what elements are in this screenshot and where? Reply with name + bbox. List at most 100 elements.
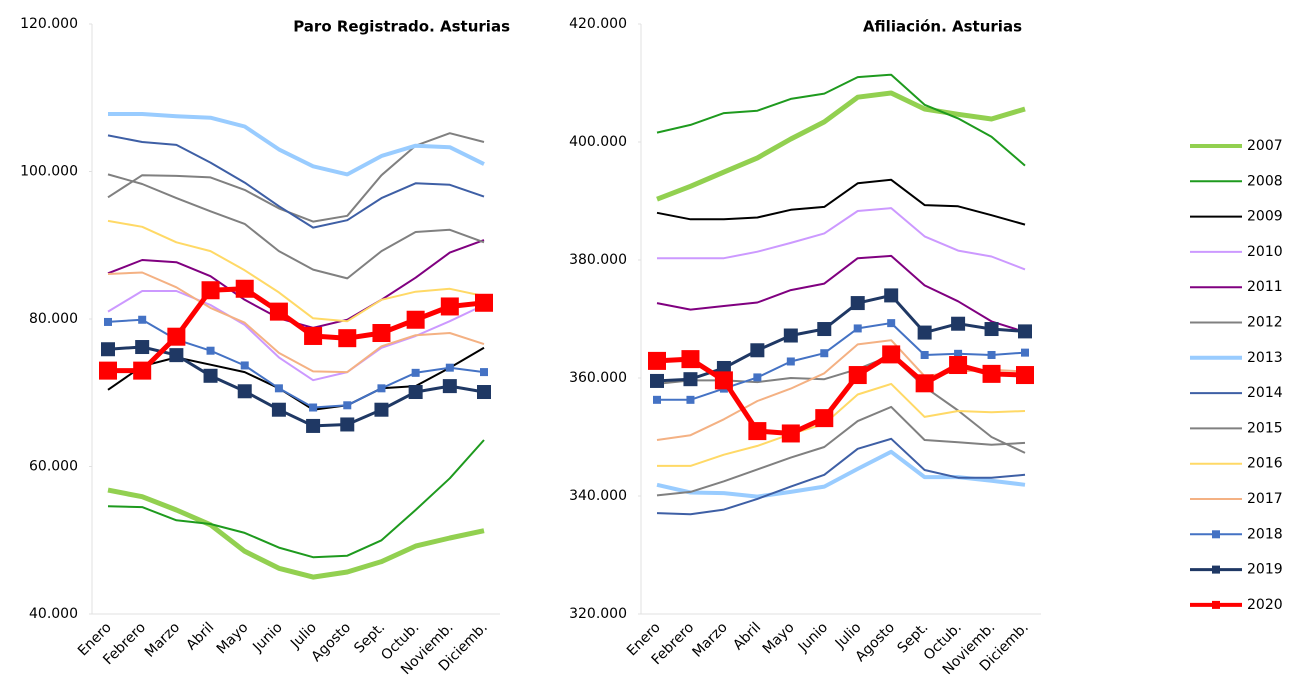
series-line — [107, 271, 485, 374]
legend-label: 2012 — [1247, 315, 1283, 331]
series-marker — [1016, 366, 1034, 385]
series-marker — [1021, 348, 1029, 357]
series-line — [656, 90, 1026, 202]
series-marker — [648, 351, 666, 370]
series-marker — [653, 395, 661, 404]
series-marker — [786, 357, 795, 366]
series-line — [656, 351, 1026, 436]
series-line — [107, 134, 485, 229]
legend-label: 2020 — [1247, 597, 1283, 613]
series-marker — [748, 422, 767, 441]
series-line — [107, 345, 485, 428]
series-marker — [440, 297, 459, 316]
x-tick-label: Mayo — [760, 620, 798, 658]
series-marker — [783, 328, 798, 343]
series-marker — [820, 349, 829, 358]
y-tick-label: 400.000 — [569, 134, 627, 150]
x-tick-label: Abril — [730, 620, 764, 654]
y-tick-label: 420.000 — [569, 16, 627, 32]
legend-label: 2015 — [1247, 420, 1283, 436]
series-marker — [104, 317, 112, 326]
series-marker — [884, 288, 899, 303]
series-marker — [304, 326, 323, 345]
series-marker — [915, 374, 934, 393]
series-marker — [201, 281, 220, 300]
x-tick-label: Junio — [249, 620, 285, 656]
series-marker — [853, 324, 862, 333]
series-line — [657, 382, 1026, 467]
series-line — [656, 73, 1026, 167]
series-line — [656, 437, 1026, 516]
series-marker — [203, 368, 218, 383]
series-marker — [954, 349, 963, 358]
series-marker — [408, 385, 423, 400]
series-marker — [237, 384, 252, 399]
series-marker — [949, 356, 968, 375]
y-tick-label: 40.000 — [29, 606, 78, 622]
y-tick-label: 120.000 — [20, 16, 78, 32]
series-marker — [133, 361, 152, 380]
series-marker — [753, 373, 762, 382]
series-marker — [650, 373, 664, 388]
series-marker — [951, 316, 966, 331]
y-tick-label: 360.000 — [569, 370, 627, 386]
legend-label: 2018 — [1247, 526, 1283, 542]
y-tick-label: 340.000 — [569, 488, 627, 504]
series-marker — [477, 385, 491, 400]
series-marker — [850, 296, 865, 311]
legend-label: 2017 — [1247, 491, 1283, 507]
series-marker — [101, 342, 115, 357]
x-tick-label: Junio — [795, 620, 831, 656]
series-line — [107, 173, 485, 280]
series-line — [107, 219, 485, 323]
legend-label: 2011 — [1247, 279, 1283, 295]
series-line — [657, 322, 1026, 401]
series-marker — [269, 302, 288, 321]
x-tick-label: Marzo — [142, 620, 183, 661]
series-marker — [984, 322, 999, 337]
series-marker — [374, 402, 389, 417]
series-marker — [206, 346, 215, 355]
series-marker — [343, 401, 352, 410]
series-marker — [982, 364, 1001, 383]
legend-label: 2007 — [1247, 138, 1283, 154]
series-marker — [406, 310, 425, 329]
series-marker — [167, 327, 186, 346]
legend-label: 2010 — [1247, 244, 1283, 260]
series-marker — [306, 418, 321, 433]
y-tick-label: 320.000 — [569, 606, 627, 622]
x-tick-label: Mayo — [214, 620, 252, 658]
series-line — [108, 112, 485, 177]
series-line — [107, 132, 485, 223]
series-line — [656, 405, 1026, 497]
series-line — [107, 346, 485, 411]
series-marker — [781, 424, 800, 443]
series-marker — [848, 366, 867, 385]
series-marker — [271, 402, 286, 417]
series-marker — [411, 368, 420, 377]
series-marker — [274, 384, 283, 393]
series-line — [657, 207, 1026, 271]
series-marker — [235, 279, 254, 298]
series-marker — [750, 343, 765, 358]
series-line — [107, 439, 485, 559]
series-marker — [817, 322, 832, 337]
series-marker — [338, 329, 357, 348]
series-line — [656, 254, 1026, 333]
legend-label: 2008 — [1247, 173, 1283, 189]
series-line — [107, 487, 485, 580]
series-marker — [987, 350, 996, 359]
series-marker — [372, 324, 391, 343]
series-marker — [920, 350, 929, 359]
legend-label: 2013 — [1247, 350, 1283, 366]
series-marker — [815, 409, 834, 428]
legend-label: 2019 — [1247, 562, 1283, 578]
series-marker — [442, 379, 457, 394]
x-tick-label: Abril — [183, 620, 217, 654]
series-line — [107, 318, 485, 409]
series-marker — [135, 340, 150, 355]
series-marker — [240, 361, 249, 370]
series-marker — [445, 363, 454, 372]
series-marker — [683, 372, 698, 387]
y-tick-label: 380.000 — [569, 252, 627, 268]
